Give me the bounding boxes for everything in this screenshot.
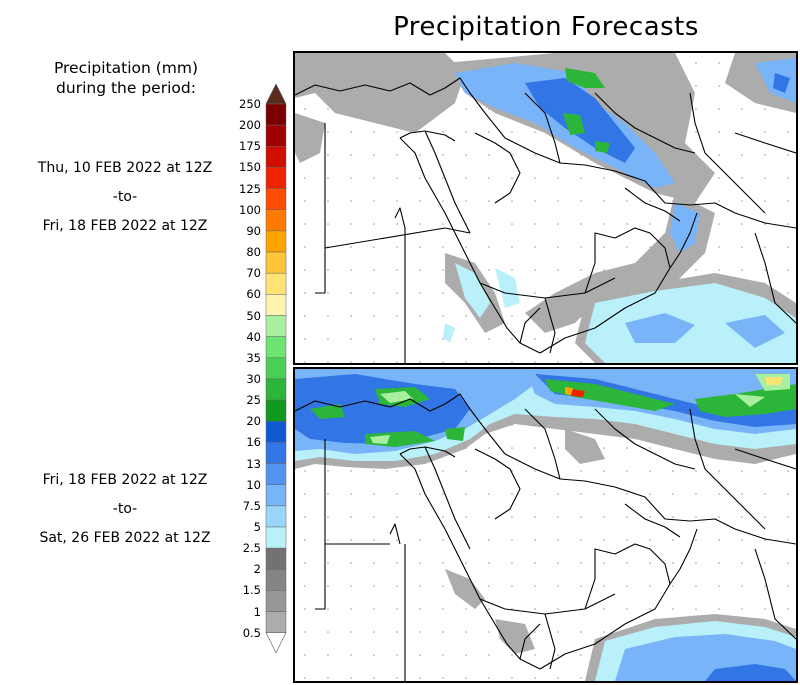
scale-tick-label: 16 (246, 435, 261, 450)
scale-cell (265, 103, 287, 126)
scale-tick-label: 2.5 (242, 541, 261, 556)
scale-tick-label: 90 (246, 223, 261, 238)
scale-bottom-arrow (265, 632, 287, 654)
period-2-separator: -to- (112, 501, 138, 517)
scale-cell (265, 484, 287, 507)
scale-tick-label: 35 (246, 350, 261, 365)
scale-cell (265, 569, 287, 591)
scale-tick-label: 175 (239, 139, 261, 154)
scale-tick-label: 40 (246, 329, 261, 344)
scale-cell (265, 526, 287, 549)
scale-cell (265, 209, 287, 232)
scale-tick-label: 1 (253, 604, 261, 619)
legend-heading-line2: during the period: (56, 79, 196, 97)
scale-tick-label: 25 (246, 393, 261, 408)
scale-tick-label: 5 (253, 520, 261, 534)
scale-tick-label: 80 (246, 245, 261, 260)
period-1-end: Fri, 18 FEB 2022 at 12Z (42, 218, 208, 234)
map-panel-period-2 (293, 367, 798, 683)
period-2-end: Sat, 26 FEB 2022 at 12Z (39, 530, 211, 546)
scale-cell (265, 188, 287, 210)
scale-cell (265, 230, 287, 253)
scale-tick-label: 70 (246, 266, 261, 281)
scale-tick-label: 13 (246, 456, 261, 471)
scale-cell (265, 272, 287, 295)
scale-cell (265, 294, 287, 316)
scale-cell (265, 378, 287, 401)
scale-tick-label: 150 (239, 160, 261, 175)
scale-cell (265, 421, 287, 443)
scale-cell (265, 547, 287, 570)
precipitation-map-2 (295, 369, 796, 681)
scale-cell (265, 336, 287, 359)
scale-cell (265, 399, 287, 422)
period-1-start: Thu, 10 FEB 2022 at 12Z (37, 160, 213, 176)
scale-tick-label: 1.5 (242, 583, 261, 598)
scale-tick-label: 125 (239, 181, 261, 196)
scale-cell (265, 146, 287, 168)
legend-heading: Precipitation (mm) during the period: (20, 58, 232, 98)
scale-tick-label: 60 (246, 287, 261, 302)
scale-tick-label: 10 (246, 477, 261, 492)
scale-tick-label: 250 (239, 97, 261, 111)
scale-cell (265, 590, 287, 612)
scale-cell (265, 124, 287, 147)
precipitation-map-1 (295, 53, 796, 363)
scale-cell (265, 167, 287, 189)
scale-tick-label: 2 (253, 562, 261, 577)
scale-tick-label: 30 (246, 371, 261, 386)
scale-cell (265, 442, 287, 464)
period-2-start: Fri, 18 FEB 2022 at 12Z (42, 472, 208, 488)
scale-tick-label: 100 (239, 202, 261, 217)
scale-top-arrow (265, 83, 287, 105)
scale-cell (265, 505, 287, 528)
chart-title: Precipitation Forecasts (393, 12, 699, 42)
color-scale-bar (265, 83, 287, 654)
scale-cell (265, 463, 287, 485)
scale-cell (265, 315, 287, 337)
scale-tick-label: 7.5 (242, 498, 261, 513)
scale-tick-label: 20 (246, 414, 261, 429)
scale-cell (265, 251, 287, 274)
map-panel-period-1 (293, 51, 798, 365)
scale-cell (265, 611, 287, 633)
scale-tick-label: 50 (246, 308, 261, 323)
period-1-separator: -to- (112, 189, 138, 205)
scale-cell (265, 357, 287, 380)
scale-tick-label: 0.5 (242, 625, 261, 640)
scale-tick-label: 200 (239, 118, 261, 133)
legend-heading-line1: Precipitation (mm) (53, 59, 199, 77)
